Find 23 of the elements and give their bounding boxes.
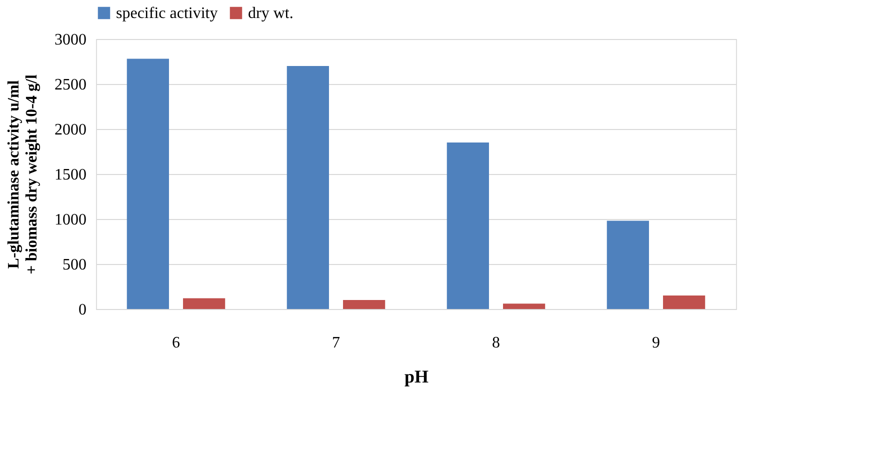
bar bbox=[446, 142, 489, 309]
y-tick-label: 1000 bbox=[54, 212, 86, 228]
y-tick-label: 0 bbox=[78, 302, 86, 318]
bar bbox=[183, 298, 226, 309]
legend-label: specific activity bbox=[116, 5, 218, 22]
y-tick-label: 2500 bbox=[54, 76, 86, 94]
bar bbox=[286, 66, 329, 309]
x-tick-label: 6 bbox=[172, 334, 180, 352]
y-tick-label: 3000 bbox=[54, 32, 86, 48]
x-axis-title: pH bbox=[404, 366, 429, 386]
x-tick-label: 8 bbox=[492, 334, 500, 352]
y-tick-label: 500 bbox=[62, 256, 86, 274]
bar bbox=[606, 220, 649, 309]
bar bbox=[503, 304, 546, 309]
y-axis-title: L-glutaminase activity u/ml + biomass dry weight 10-4 g/l bbox=[6, 74, 40, 274]
legend-label: dry wt. bbox=[248, 5, 294, 22]
y-tick-label: 1500 bbox=[54, 166, 86, 184]
x-tick-label: 9 bbox=[652, 334, 660, 352]
y-tick-label: 2000 bbox=[54, 122, 86, 138]
bar bbox=[663, 296, 706, 309]
bar bbox=[343, 300, 386, 309]
x-tick-label: 7 bbox=[332, 334, 340, 352]
bar bbox=[126, 58, 169, 309]
